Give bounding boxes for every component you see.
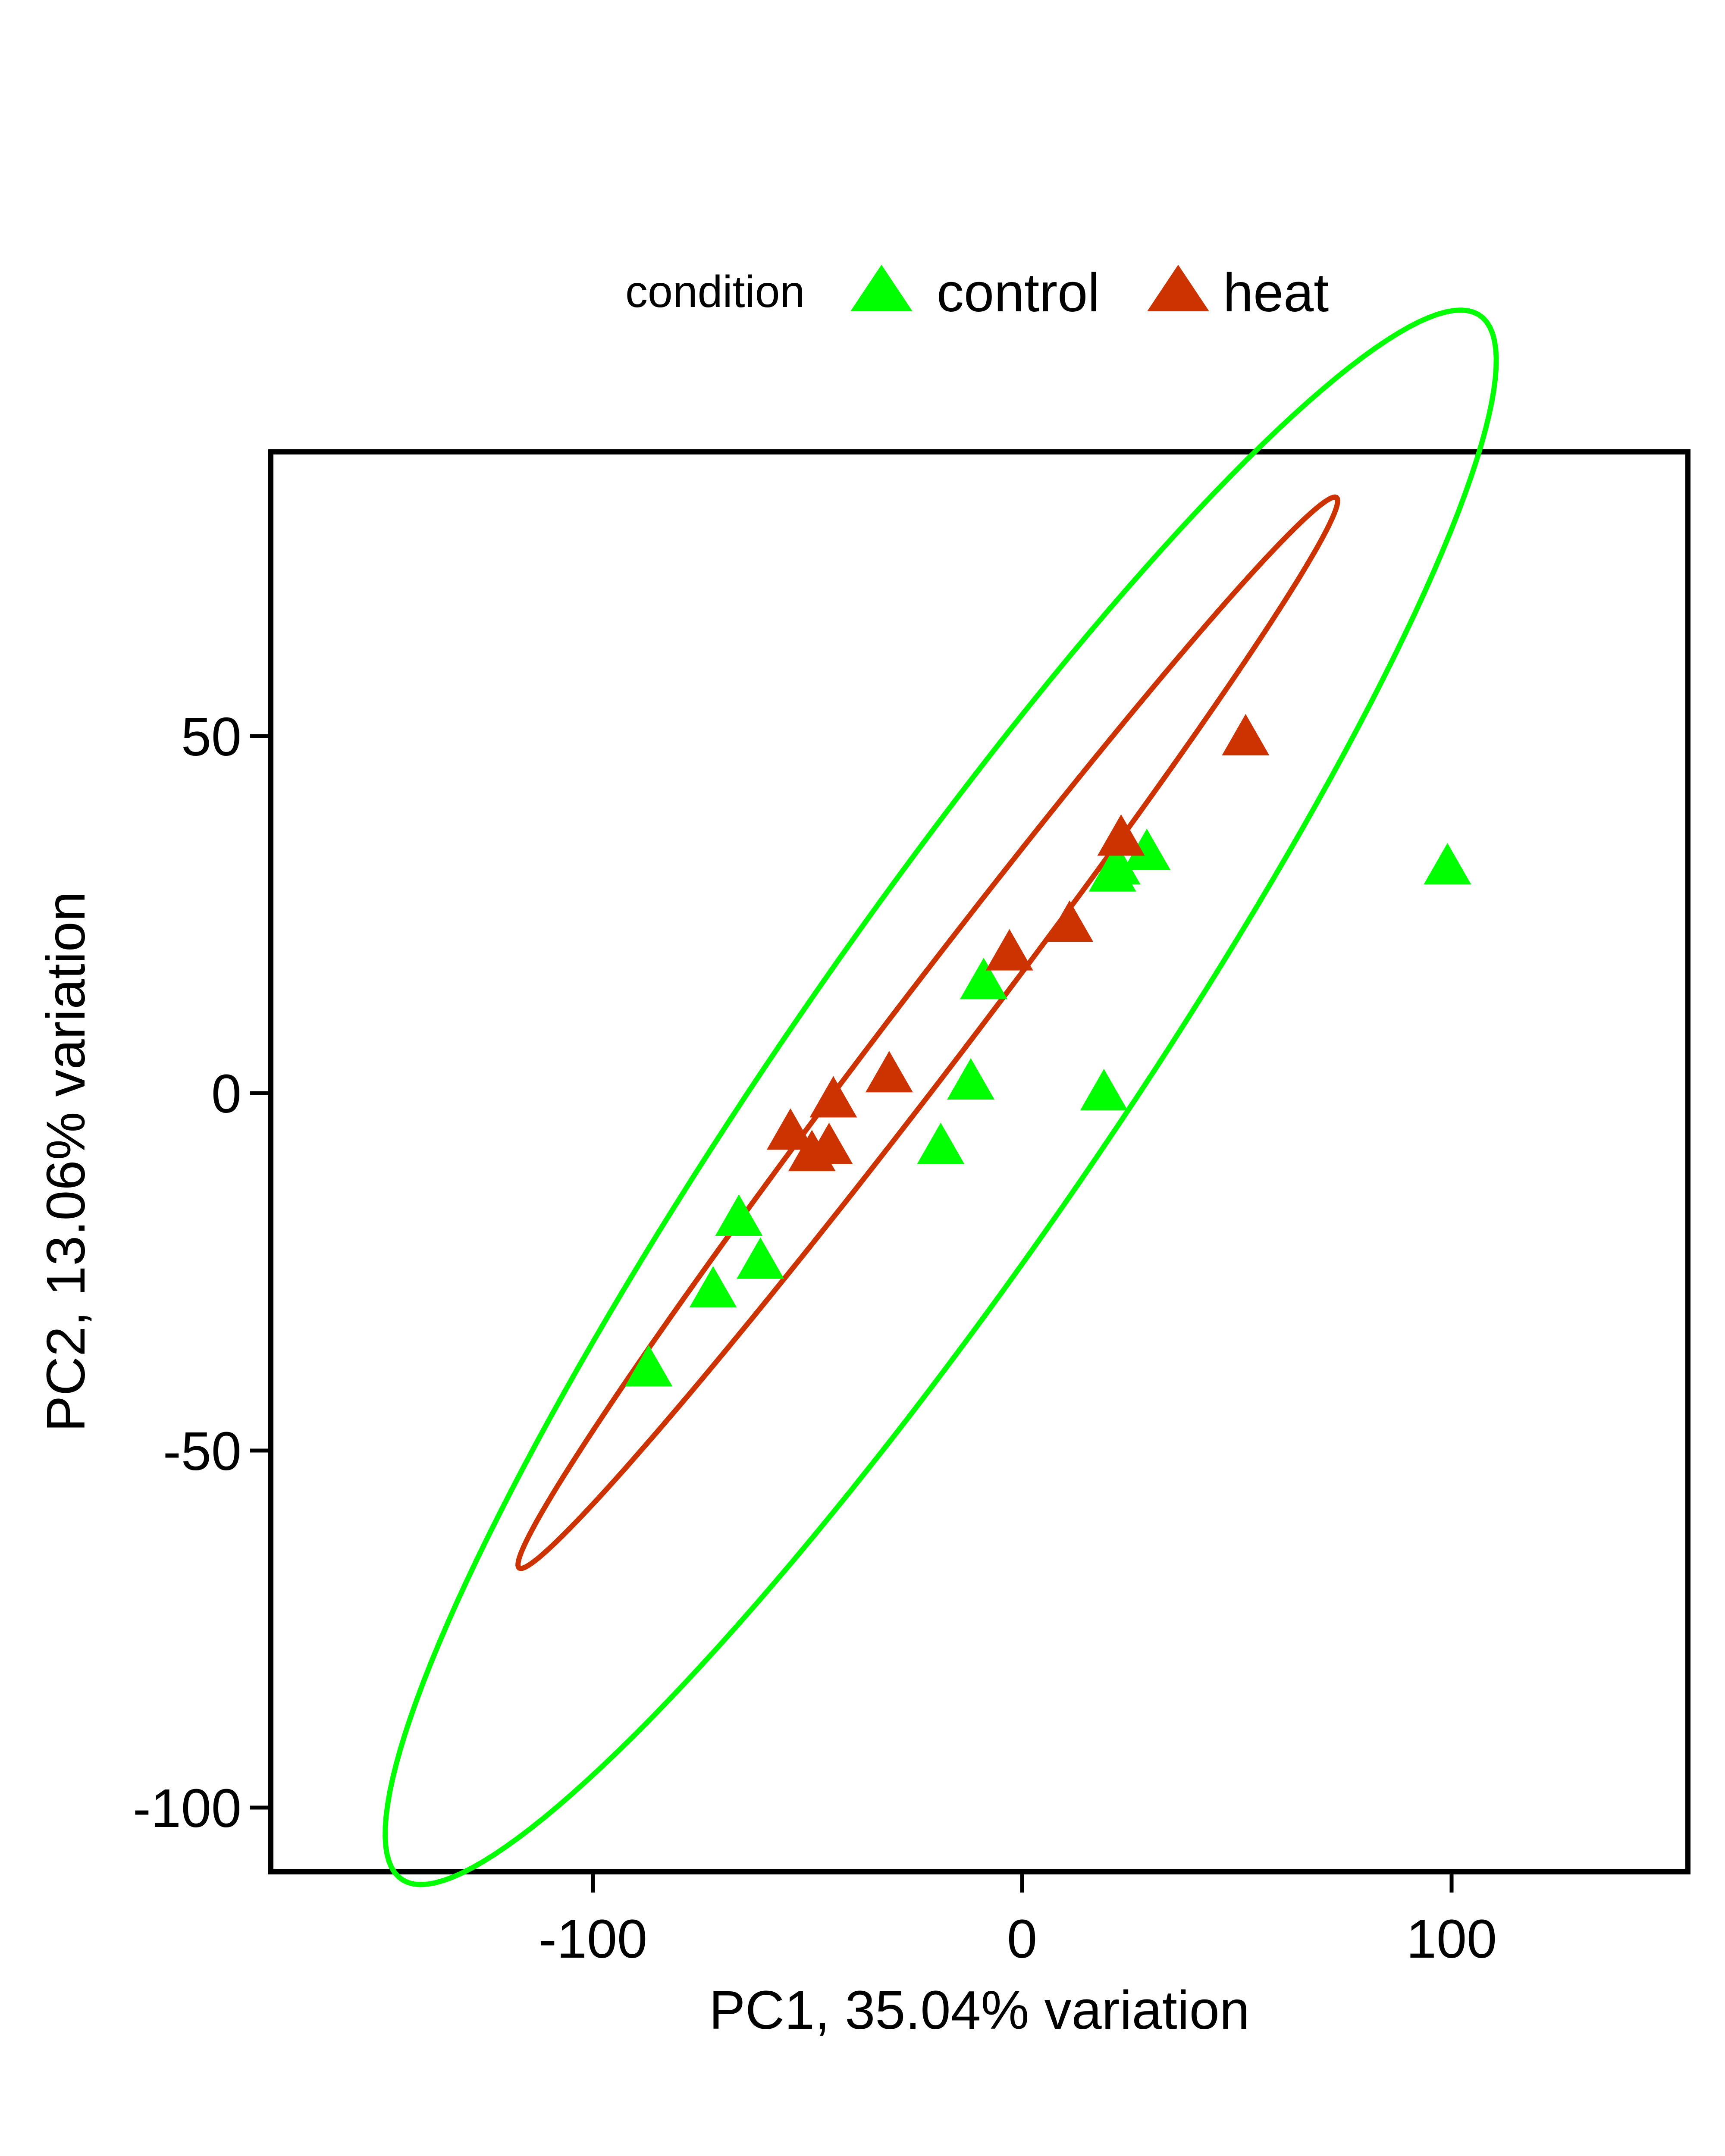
y-tick-label: -50: [163, 1421, 242, 1482]
point-control: [1123, 828, 1171, 870]
point-control: [917, 1122, 965, 1164]
data-points: [625, 714, 1471, 1387]
point-control: [1424, 843, 1471, 884]
y-tick-label: -100: [133, 1778, 242, 1839]
point-heat: [1097, 814, 1145, 856]
legend-label-heat: heat: [1223, 262, 1329, 323]
plot-panel-border: [268, 449, 1690, 1874]
point-heat: [985, 929, 1033, 971]
point-heat: [865, 1051, 913, 1093]
x-axis-title: PC1, 35.04% variation: [709, 1980, 1250, 2040]
point-heat: [766, 1108, 814, 1150]
point-control: [625, 1345, 673, 1387]
y-axis-title: PC2, 13.06% variation: [35, 891, 96, 1432]
point-control: [1080, 1069, 1128, 1110]
x-tick-label: -100: [539, 1908, 647, 1969]
x-tick-label: 100: [1406, 1908, 1497, 1969]
ellipse-control: [383, 307, 1499, 1887]
point-control: [960, 958, 1007, 1000]
y-tick-label: 50: [181, 706, 242, 767]
legend-marker-control: [850, 265, 913, 311]
legend-marker-heat: [1147, 265, 1209, 311]
point-control: [1093, 843, 1141, 884]
point-control: [689, 1266, 737, 1308]
legend-title: condition: [625, 267, 805, 317]
y-tick-label: 0: [211, 1063, 242, 1124]
point-control: [947, 1058, 995, 1100]
confidence-ellipses: [383, 307, 1499, 1887]
ellipse-heat: [515, 494, 1340, 1571]
legend-label-control: control: [937, 262, 1100, 323]
point-control: [737, 1237, 784, 1279]
x-axis: -100 0 100: [539, 1872, 1497, 1969]
point-heat: [1222, 714, 1270, 755]
y-axis: 50 0 -50 -100: [133, 706, 271, 1839]
point-heat: [1046, 900, 1094, 942]
legend: condition control heat: [625, 262, 1329, 323]
point-heat: [805, 1122, 853, 1164]
point-control: [715, 1194, 763, 1236]
x-tick-label: 0: [1007, 1908, 1037, 1969]
point-heat: [809, 1076, 857, 1118]
